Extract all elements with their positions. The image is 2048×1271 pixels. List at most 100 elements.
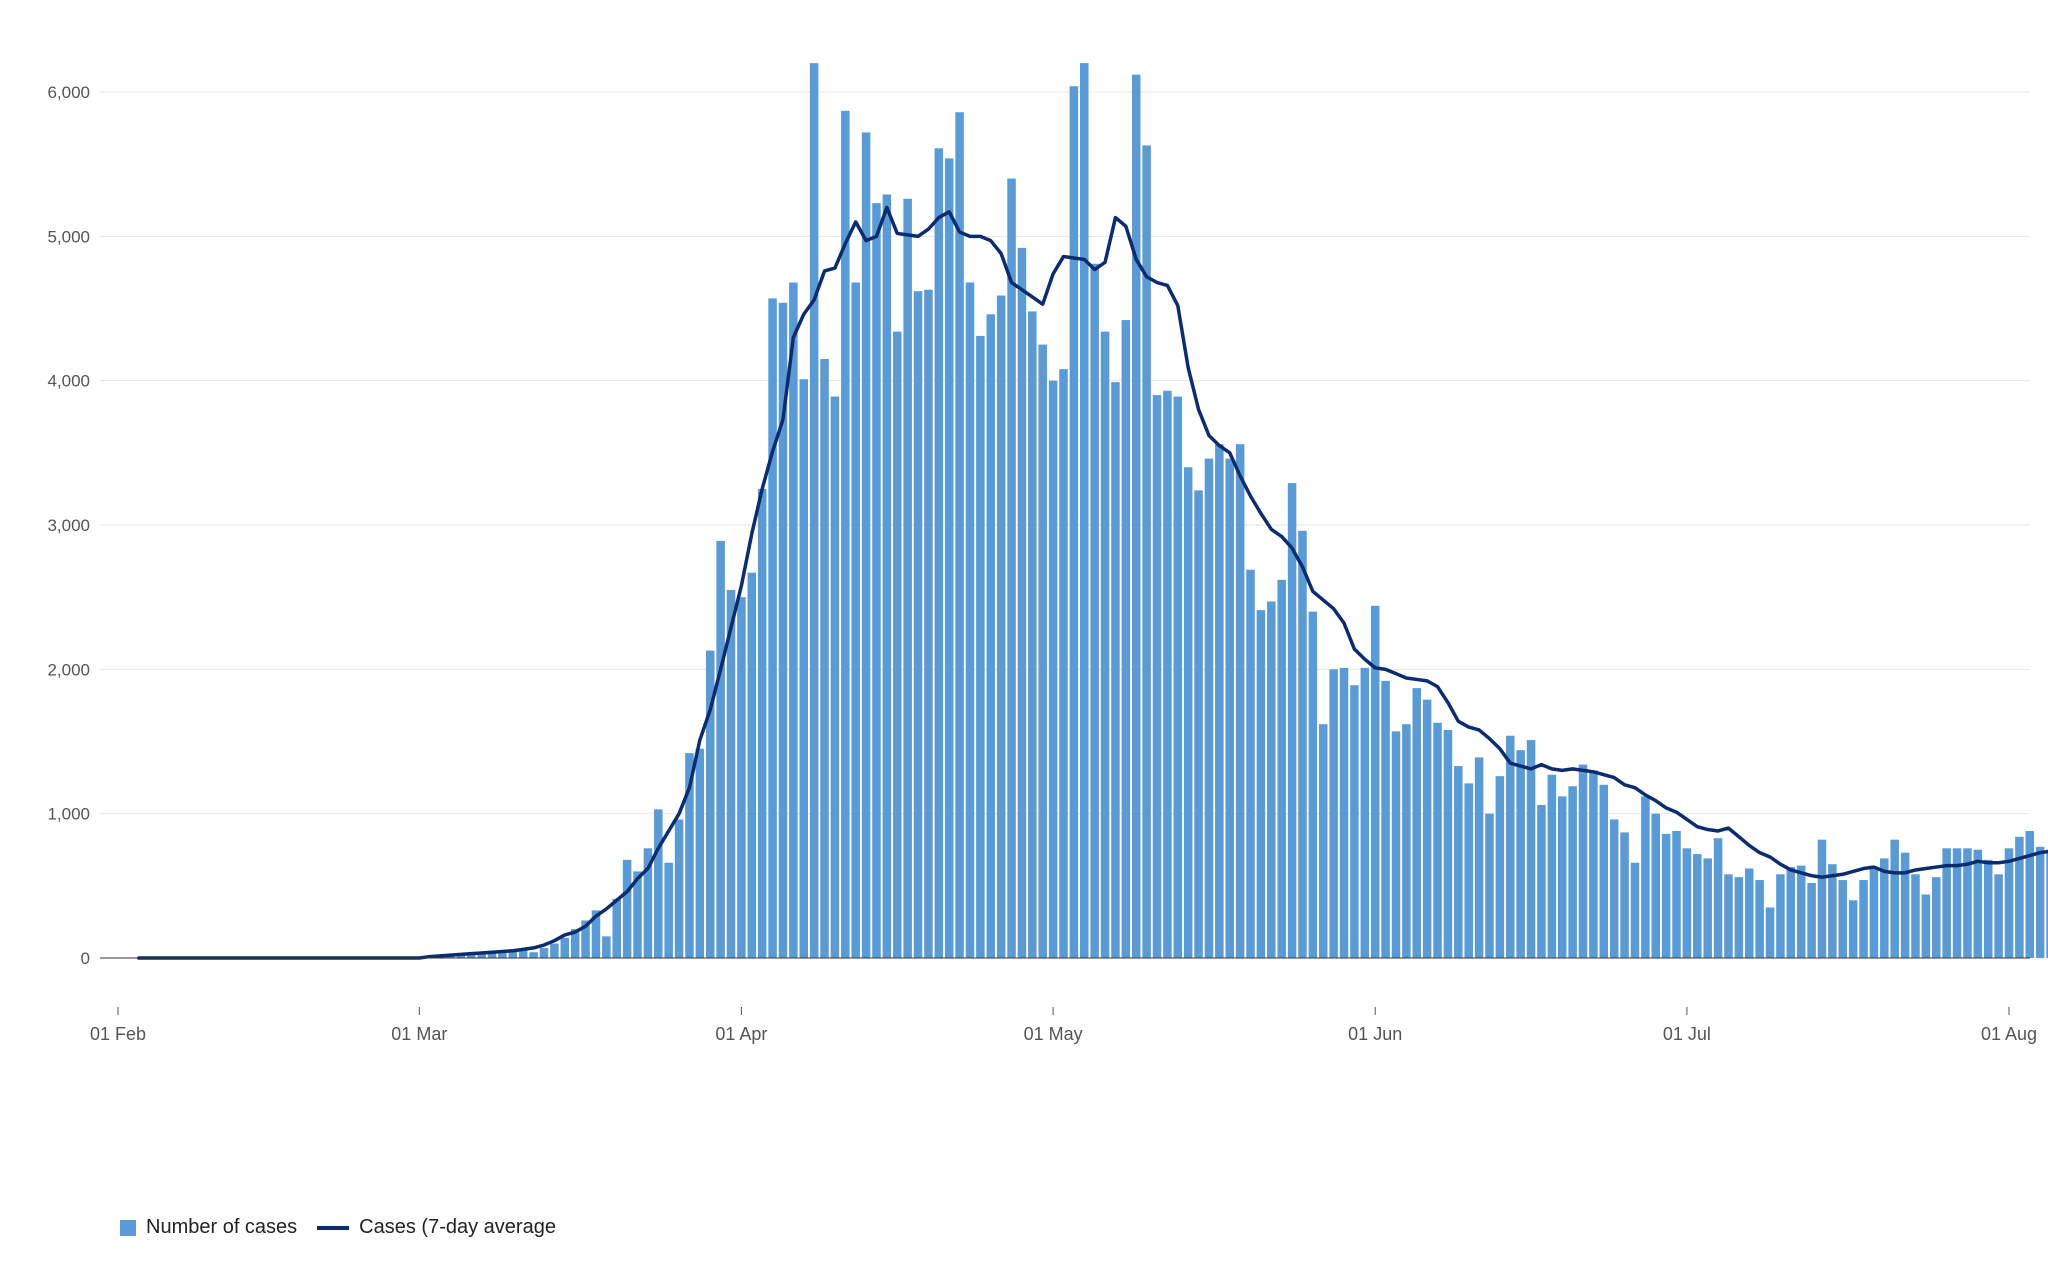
bar <box>1942 848 1951 958</box>
legend-item-line[interactable]: Cases (7-day average <box>317 1216 556 1239</box>
bar <box>1080 63 1089 958</box>
x-tick-label: 01 Mar <box>391 1024 447 1044</box>
y-tick-label: 1,000 <box>47 805 90 824</box>
bar <box>1246 569 1255 958</box>
bar <box>778 302 788 959</box>
bar <box>1287 483 1297 958</box>
bar <box>882 194 892 959</box>
bar <box>1932 877 1941 958</box>
y-tick-label: 0 <box>81 949 90 968</box>
bar <box>1048 380 1058 958</box>
bar <box>2015 836 2024 958</box>
x-tick-label: 01 May <box>1024 1024 1083 1044</box>
bar <box>1828 864 1837 958</box>
bar <box>1350 685 1359 958</box>
bar <box>1474 757 1484 958</box>
average-line <box>137 205 2048 960</box>
bar <box>1786 867 1796 958</box>
bar <box>1693 854 1702 958</box>
bar <box>986 314 996 958</box>
bar <box>1069 86 1079 959</box>
bar <box>757 488 767 958</box>
bar <box>1506 735 1515 958</box>
y-tick-label: 6,000 <box>47 83 90 102</box>
bar <box>737 597 746 958</box>
bar-series <box>425 63 2048 959</box>
bar <box>1495 776 1505 958</box>
bar <box>1204 458 1214 958</box>
bar <box>1454 766 1463 958</box>
bar <box>550 943 559 958</box>
bar <box>1215 444 1224 958</box>
bar <box>1038 344 1047 959</box>
x-tick-label: 01 Apr <box>715 1024 767 1044</box>
legend: Number of cases Cases (7-day average <box>120 1216 556 1239</box>
bar <box>2046 849 2048 958</box>
bar <box>1131 74 1141 959</box>
bar <box>830 396 840 958</box>
x-tick-label: 01 Jul <box>1663 1024 1711 1044</box>
bar <box>498 951 507 958</box>
bar <box>716 540 725 958</box>
bar <box>1090 263 1099 958</box>
legend-item-bars[interactable]: Number of cases <box>120 1216 297 1239</box>
bar <box>996 295 1006 958</box>
bar <box>1547 774 1557 958</box>
bar <box>1952 848 1962 958</box>
bar <box>1256 610 1266 958</box>
bar <box>1807 882 1816 958</box>
bar <box>1724 874 1733 958</box>
bar <box>1059 369 1068 958</box>
bar <box>1682 848 1692 958</box>
bar <box>820 359 829 958</box>
bar <box>1163 390 1172 958</box>
bar <box>1526 740 1536 958</box>
bar <box>1776 874 1785 958</box>
bar <box>1028 311 1037 958</box>
y-tick-label: 4,000 <box>47 372 90 391</box>
bar <box>944 158 954 958</box>
x-tick-label: 01 Feb <box>90 1024 146 1044</box>
bar <box>903 198 912 958</box>
bar <box>560 937 570 958</box>
bar <box>622 859 632 958</box>
bar <box>1360 667 1370 958</box>
legend-line-swatch <box>317 1225 350 1230</box>
bar <box>799 379 809 959</box>
bar <box>1007 178 1016 959</box>
bar <box>809 63 819 958</box>
bar <box>1152 395 1162 959</box>
bar <box>1890 839 1899 958</box>
bar <box>934 148 944 959</box>
bar <box>456 954 466 958</box>
bar <box>1796 865 1806 958</box>
bar <box>1235 444 1245 958</box>
bar <box>1734 877 1744 958</box>
average-line-series <box>137 205 2048 960</box>
legend-line-label: Cases (7-day average <box>359 1216 556 1238</box>
bar <box>1433 722 1442 958</box>
bar <box>1817 839 1827 958</box>
bar <box>1641 796 1650 958</box>
bar <box>487 952 497 958</box>
bar <box>1391 731 1401 958</box>
bar <box>768 298 777 958</box>
bar <box>705 650 715 958</box>
bar <box>965 282 975 958</box>
bar <box>861 132 871 958</box>
bar <box>1651 813 1660 958</box>
bar <box>1744 868 1754 958</box>
bar <box>1599 784 1609 958</box>
bar <box>612 898 621 958</box>
bar <box>1900 852 1910 958</box>
bar <box>726 589 736 958</box>
axes: 0 1,000 2,000 3,000 4,000 5,000 6,000 01 Feb 01 … <box>47 83 2037 1044</box>
bar <box>602 936 611 958</box>
bar <box>1589 770 1598 958</box>
bar <box>747 572 757 958</box>
bar <box>633 871 642 958</box>
bar <box>1838 880 1848 958</box>
bar <box>2004 848 2014 958</box>
bar <box>1225 458 1234 958</box>
